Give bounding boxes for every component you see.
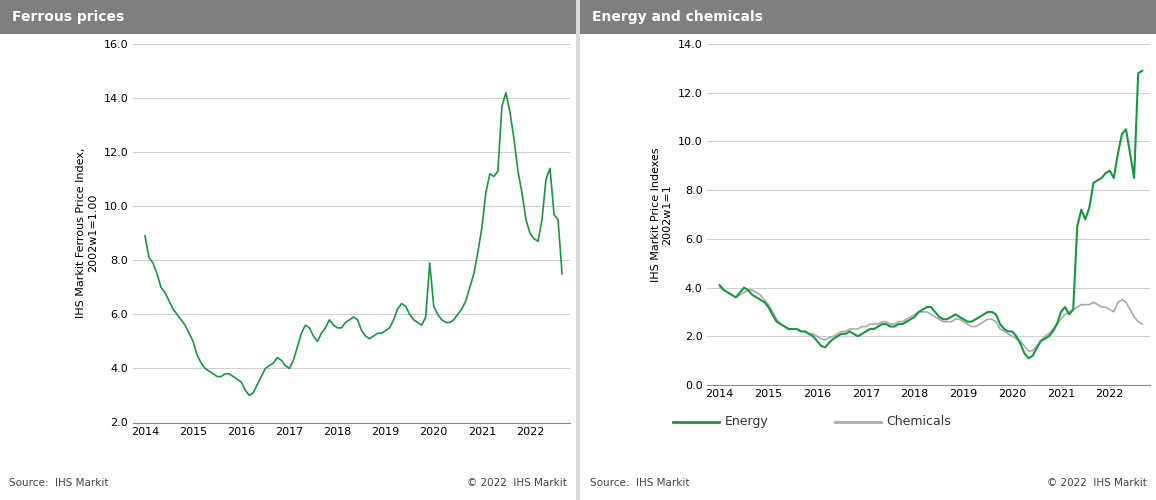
Text: Ferrous prices: Ferrous prices — [12, 10, 124, 24]
Y-axis label: IHS Markit Ferrous Price Index,
2002w1=1.00: IHS Markit Ferrous Price Index, 2002w1=1… — [76, 148, 98, 318]
Text: Energy: Energy — [725, 416, 769, 428]
Y-axis label: IHS Markit Price Indexes
2002w1=1: IHS Markit Price Indexes 2002w1=1 — [651, 147, 673, 282]
Text: Energy and chemicals: Energy and chemicals — [592, 10, 763, 24]
Text: Chemicals: Chemicals — [887, 416, 951, 428]
Text: © 2022  IHS Markit: © 2022 IHS Markit — [467, 478, 566, 488]
Text: Source:  IHS Markit: Source: IHS Markit — [9, 478, 109, 488]
Text: © 2022  IHS Markit: © 2022 IHS Markit — [1047, 478, 1147, 488]
Text: Source:  IHS Markit: Source: IHS Markit — [590, 478, 689, 488]
